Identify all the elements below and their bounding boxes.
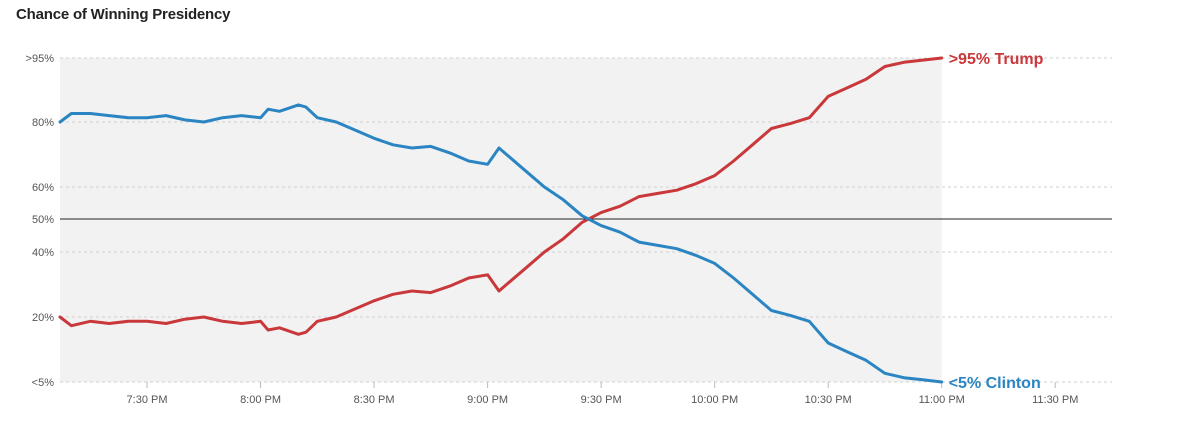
y-tick-label: 40% [32,247,54,259]
plot-shaded-background [60,58,942,382]
trump-series-line [58,56,944,336]
x-tick-label: 10:00 PM [691,394,738,406]
y-tick-label: >95% [26,53,55,65]
y-tick-label: <5% [32,377,55,389]
trump-label: >95% Trump [949,51,1044,68]
x-tick-label: 7:30 PM [127,394,168,406]
y-tick-label: 60% [32,182,54,194]
x-tick-label: 11:30 PM [1032,394,1078,406]
series-lines [58,56,944,384]
y-tick-label: 80% [32,117,54,129]
x-tick-label: 8:30 PM [354,394,395,406]
y-tick-label: 50% [32,214,54,226]
series-end-labels: >95% Trump <5% Clinton [949,51,1044,392]
clinton-label: <5% Clinton [949,375,1041,392]
x-axis-tick-labels: 7:30 PM 8:00 PM 8:30 PM 9:00 PM 9:30 PM 10:00… [127,382,1078,406]
x-tick-label: 10:30 PM [805,394,852,406]
x-tick-label: 9:30 PM [581,394,622,406]
y-axis-tick-labels: >95% 80% 60% 50% 40% 20% <5% [26,53,55,389]
chart-title: Chance of Winning Presidency [16,6,231,23]
x-tick-label: 11:00 PM [919,394,965,406]
x-tick-label: 9:00 PM [467,394,508,406]
clinton-series-line [58,103,944,384]
x-tick-label: 8:00 PM [240,394,281,406]
y-tick-label: 20% [32,312,54,324]
